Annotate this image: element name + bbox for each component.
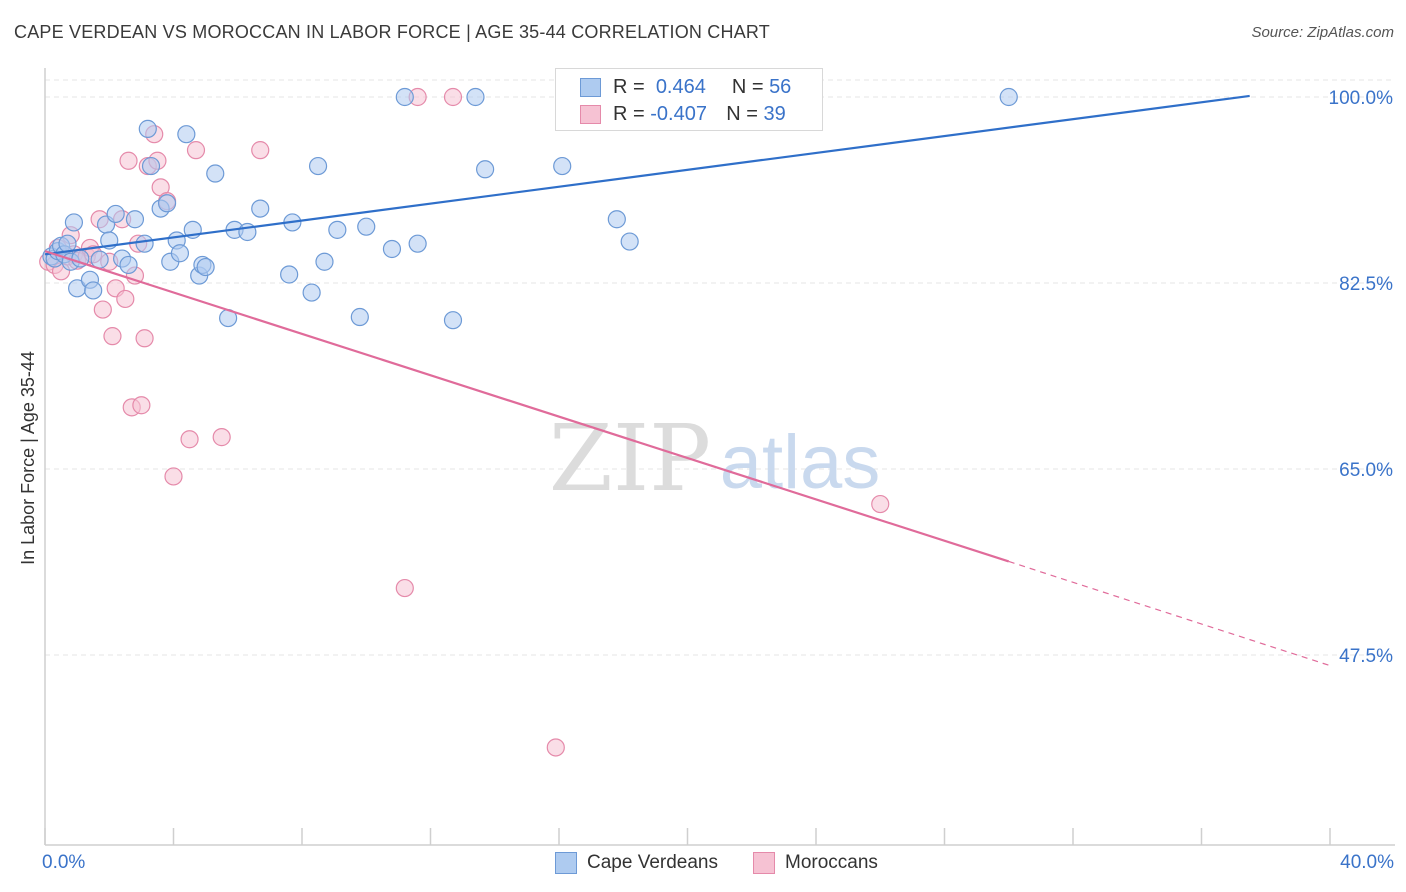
source-label: Source: ZipAtlas.com <box>1251 24 1394 41</box>
n-label: N = <box>726 102 758 125</box>
n-value: 56 <box>769 75 792 98</box>
trend-lines <box>44 94 1331 667</box>
moroccans-trend-line <box>44 250 1010 563</box>
moroccan-point <box>546 738 565 757</box>
y-tick-label: 47.5% <box>1339 646 1393 667</box>
y-tick-label: 82.5% <box>1339 274 1393 295</box>
cape-verdean-point <box>64 213 84 232</box>
legend-item-moroccans[interactable]: Moroccans <box>753 852 878 874</box>
moroccan-point <box>186 141 206 160</box>
y-tick-labels: 100.0% 82.5% 65.0% 47.5% <box>1329 88 1394 667</box>
cape-verdean-point <box>607 210 626 229</box>
cape-verdean-point <box>90 250 109 269</box>
moroccan-point <box>395 578 414 598</box>
cape-verdean-point <box>135 234 154 253</box>
moroccan-point <box>443 87 463 107</box>
n-label: N = <box>731 75 764 98</box>
cape-verdean-point <box>251 199 270 218</box>
moroccan-point <box>871 494 890 514</box>
cape-verdean-point <box>382 239 402 259</box>
axes <box>44 68 1395 846</box>
legend-label: Cape Verdeans <box>587 852 718 873</box>
y-axis-label: In Labor Force | Age 35-44 <box>18 351 38 565</box>
y-tick-label: 100.0% <box>1329 88 1394 109</box>
cape-verdean-point <box>408 234 427 253</box>
cape-verdean-point <box>466 87 485 107</box>
zipatlas-watermark: ZIP atlas <box>549 405 880 512</box>
cape-verdean-point <box>476 160 495 179</box>
cape-verdean-point <box>999 87 1018 107</box>
pink-swatch <box>580 104 601 124</box>
moroccan-point <box>116 289 135 309</box>
moroccan-point <box>119 151 138 170</box>
watermark-atlas: atlas <box>720 420 881 505</box>
cape-verdeans-trend-line <box>44 94 1250 256</box>
cape-verdeans-points <box>42 87 1018 330</box>
cape-verdean-point <box>280 265 299 284</box>
cape-verdean-point <box>196 257 215 277</box>
moroccan-point <box>135 329 154 348</box>
moroccan-point <box>212 428 231 447</box>
r-value: -0.407 <box>650 102 707 125</box>
moroccan-point <box>132 396 151 415</box>
y-tick-label: 65.0% <box>1339 460 1393 481</box>
r-value: 0.464 <box>655 75 706 98</box>
blue-swatch <box>555 852 577 874</box>
cape-verdean-point <box>357 217 376 236</box>
cape-verdean-point <box>315 252 334 271</box>
x-tick-max: 40.0% <box>1340 852 1394 873</box>
cape-verdean-point <box>553 156 572 176</box>
moroccan-point <box>164 467 183 486</box>
cape-verdean-point <box>443 311 463 330</box>
blue-swatch <box>580 77 601 97</box>
cape-verdean-point <box>141 156 161 176</box>
cape-verdean-point <box>84 281 103 300</box>
cape-verdean-point <box>177 125 196 144</box>
cape-verdean-point <box>308 156 328 176</box>
moroccan-point <box>251 141 270 160</box>
cape-verdean-point <box>620 232 639 251</box>
cape-verdean-point <box>302 283 321 302</box>
x-tick-min: 0.0% <box>42 852 86 873</box>
legend-label: Moroccans <box>785 852 878 873</box>
cape-verdean-point <box>125 210 145 229</box>
cape-verdean-point <box>138 119 157 138</box>
legend-item-cape-verdeans[interactable]: Cape Verdeans <box>555 852 718 874</box>
cape-verdean-point <box>157 194 177 213</box>
cape-verdean-point <box>170 244 190 263</box>
legend-row-moroccans: R = -0.407 N = 39 <box>556 100 786 128</box>
correlation-legend: R = 0.464 N = 56 R = -0.407 N = 39 <box>555 68 823 131</box>
cape-verdean-point <box>106 204 125 224</box>
r-label: R = <box>613 102 645 125</box>
pink-swatch <box>753 852 775 874</box>
cape-verdean-point <box>119 255 138 275</box>
cape-verdean-point <box>395 87 414 107</box>
cape-verdean-point <box>350 307 369 327</box>
moroccan-point <box>103 327 122 346</box>
chart-title: CAPE VERDEAN VS MOROCCAN IN LABOR FORCE … <box>14 22 770 42</box>
moroccan-point <box>93 300 112 319</box>
cape-verdean-point <box>206 164 225 183</box>
moroccan-point <box>180 430 199 449</box>
legend-row-cape-verdeans: R = 0.464 N = 56 <box>556 73 791 101</box>
r-label: R = <box>613 75 645 98</box>
cape-verdean-point <box>328 220 347 239</box>
moroccans-trend-extension <box>1008 560 1331 667</box>
n-value: 39 <box>763 102 786 125</box>
bottom-legend: Cape Verdeans Moroccans <box>0 852 1406 878</box>
